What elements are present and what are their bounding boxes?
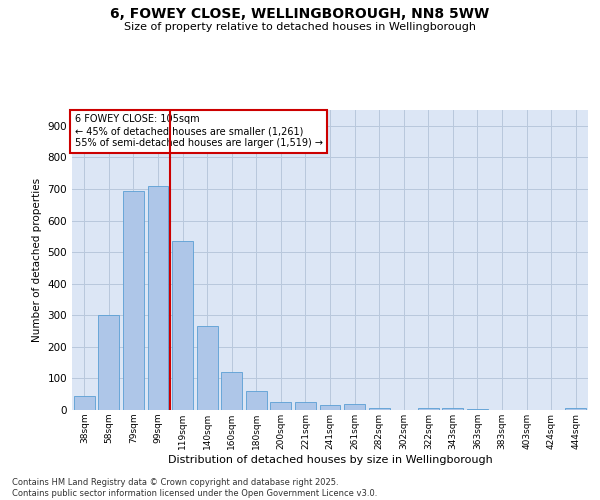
Text: 6 FOWEY CLOSE: 105sqm
← 45% of detached houses are smaller (1,261)
55% of semi-d: 6 FOWEY CLOSE: 105sqm ← 45% of detached … [74, 114, 323, 148]
Bar [344, 404, 365, 410]
Text: Contains HM Land Registry data © Crown copyright and database right 2025.
Contai: Contains HM Land Registry data © Crown c… [12, 478, 377, 498]
Bar [320, 406, 340, 410]
Bar [368, 408, 389, 410]
Bar [271, 402, 292, 410]
Y-axis label: Number of detached properties: Number of detached properties [32, 178, 42, 342]
Bar [74, 396, 95, 410]
Bar [197, 326, 218, 410]
Bar [123, 190, 144, 410]
Bar [565, 408, 586, 410]
Bar [221, 372, 242, 410]
X-axis label: Distribution of detached houses by size in Wellingborough: Distribution of detached houses by size … [167, 454, 493, 464]
Bar [295, 402, 316, 410]
Bar [246, 391, 267, 410]
Text: 6, FOWEY CLOSE, WELLINGBOROUGH, NN8 5WW: 6, FOWEY CLOSE, WELLINGBOROUGH, NN8 5WW [110, 8, 490, 22]
Bar [418, 408, 439, 410]
Bar [172, 241, 193, 410]
Bar [442, 408, 463, 410]
Text: Size of property relative to detached houses in Wellingborough: Size of property relative to detached ho… [124, 22, 476, 32]
Bar [148, 186, 169, 410]
Bar [98, 316, 119, 410]
